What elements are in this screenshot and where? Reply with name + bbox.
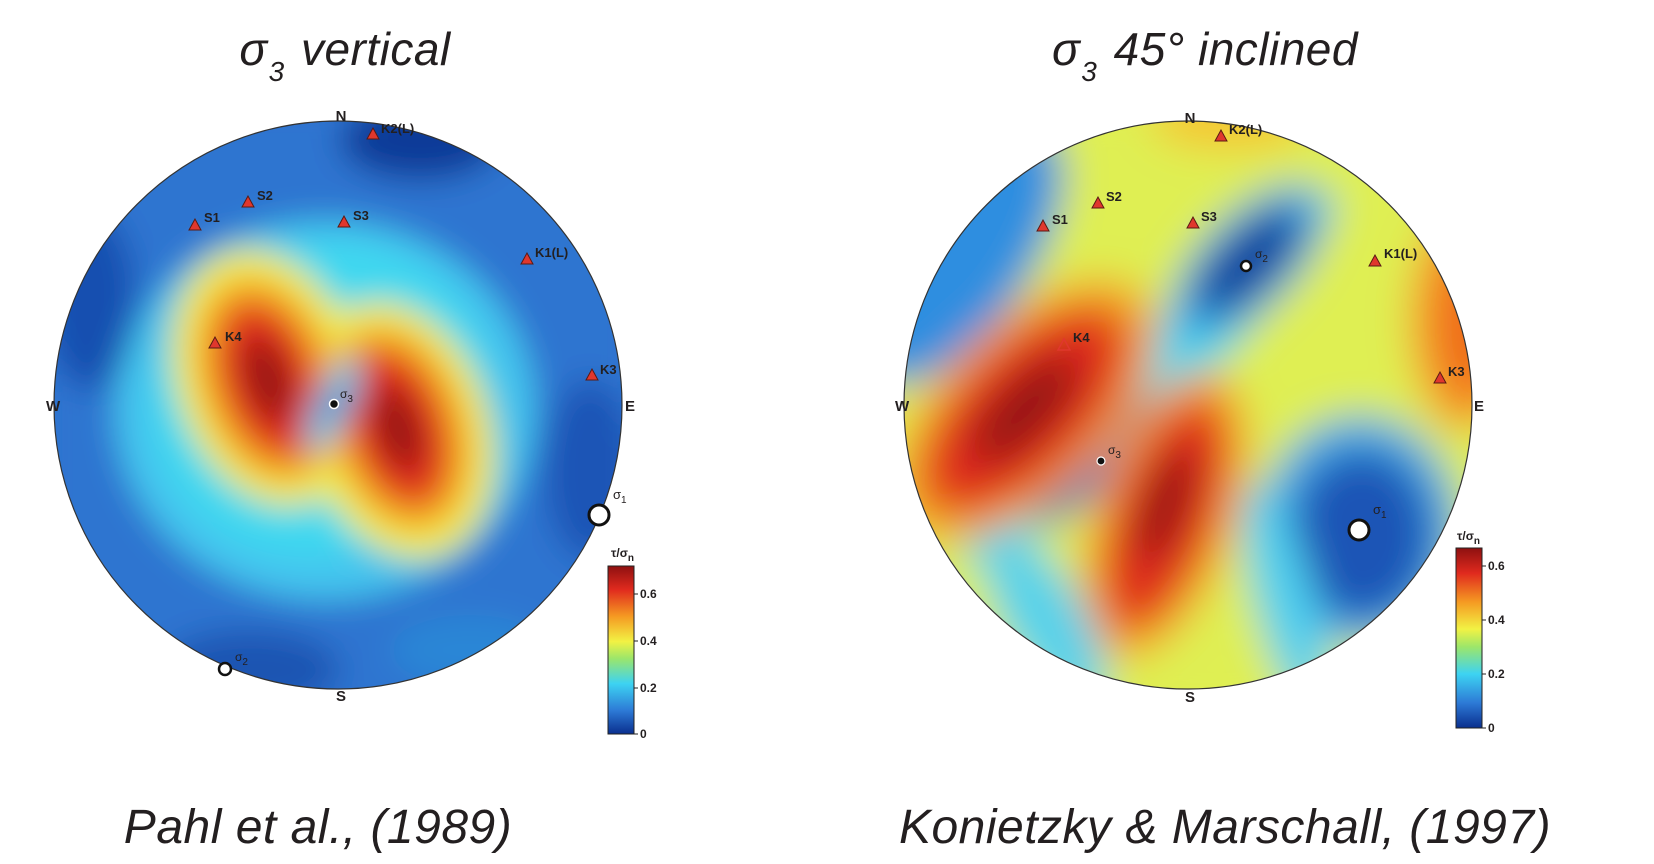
right-station-k4: K4 bbox=[1056, 330, 1090, 351]
left-station-k2: K2(L) bbox=[366, 121, 414, 140]
station-label: S1 bbox=[204, 210, 220, 225]
right-west-label: W bbox=[895, 398, 910, 415]
station-triangle-icon bbox=[1214, 128, 1228, 142]
right-stereonet: N S W E K2(L) S2 S1 S3 K1(L) K4 bbox=[895, 110, 1505, 735]
station-label: K4 bbox=[225, 329, 242, 344]
right-title-subscript: 3 bbox=[1081, 56, 1098, 87]
station-triangle-icon bbox=[1433, 370, 1447, 384]
left-station-k3: K3 bbox=[585, 362, 617, 381]
left-station-s1: S1 bbox=[188, 210, 220, 231]
left-title-text: vertical bbox=[300, 23, 451, 75]
colorbar-title: τ/σn bbox=[611, 546, 634, 564]
colorbar-tick-label: 0 bbox=[1488, 721, 1495, 735]
left-station-s3: S3 bbox=[337, 208, 369, 228]
right-title-symbol: σ bbox=[1052, 23, 1081, 75]
station-triangle-icon bbox=[208, 335, 222, 349]
right-title-text: 45° inclined bbox=[1113, 23, 1358, 75]
right-sigma3-point: σ3 bbox=[1096, 443, 1121, 466]
left-colorbar: τ/σn 0.6 0.4 0.2 0 bbox=[607, 546, 657, 741]
left-north-label: N bbox=[336, 108, 347, 125]
station-label: S1 bbox=[1052, 212, 1068, 227]
sigma-label: σ2 bbox=[1255, 247, 1268, 265]
station-triangle-icon bbox=[1036, 218, 1050, 232]
station-triangle-icon bbox=[366, 126, 380, 140]
station-label: S2 bbox=[1106, 189, 1122, 204]
sigma-label: σ1 bbox=[1373, 502, 1387, 521]
right-station-k3: K3 bbox=[1433, 364, 1465, 384]
station-triangle-icon bbox=[1056, 337, 1072, 351]
station-label: S3 bbox=[1201, 209, 1217, 224]
colorbar-tick-label: 0.6 bbox=[1488, 559, 1505, 573]
right-station-s3: S3 bbox=[1186, 209, 1217, 229]
station-label: S2 bbox=[257, 188, 273, 203]
colorbar-tick-label: 0.4 bbox=[1488, 613, 1505, 627]
left-title-symbol: σ bbox=[239, 23, 268, 75]
left-sigma1-point: σ1 bbox=[587, 487, 627, 527]
left-south-label: S bbox=[336, 688, 346, 705]
colorbar-tick-label: 0.6 bbox=[640, 587, 657, 601]
station-triangle-icon bbox=[1368, 253, 1382, 267]
left-stereonet: N S W E K2(L) S2 S1 S3 K1(L) K4 bbox=[46, 108, 657, 741]
station-triangle-icon bbox=[585, 367, 599, 381]
sigma-marker-icon bbox=[328, 398, 340, 410]
left-net-outline bbox=[53, 120, 623, 690]
sigma-label: σ1 bbox=[613, 487, 627, 506]
left-sigma3-point: σ3 bbox=[328, 387, 353, 410]
sigma-label: σ2 bbox=[235, 650, 248, 668]
right-north-label: N bbox=[1185, 110, 1196, 127]
sigma-marker-icon bbox=[1096, 456, 1106, 466]
left-station-k4: K4 bbox=[208, 329, 242, 349]
station-label: K2(L) bbox=[1229, 122, 1262, 137]
sigma-label: σ3 bbox=[1108, 443, 1121, 461]
right-sigma1-point: σ1 bbox=[1347, 502, 1387, 542]
station-label: K3 bbox=[1448, 364, 1465, 379]
right-panel-title: σ3 45° inclined bbox=[1052, 22, 1358, 87]
colorbar-gradient bbox=[607, 565, 635, 735]
station-triangle-icon bbox=[520, 251, 534, 265]
left-title-subscript: 3 bbox=[268, 56, 285, 87]
station-triangle-icon bbox=[241, 194, 255, 208]
right-caption: Konietzky & Marschall, (1997) bbox=[898, 801, 1552, 854]
colorbar-gradient bbox=[1455, 547, 1483, 729]
right-east-label: E bbox=[1474, 398, 1484, 415]
station-triangle-icon bbox=[1091, 195, 1105, 209]
station-triangle-icon bbox=[1186, 215, 1200, 229]
station-label: K1(L) bbox=[535, 245, 568, 260]
station-label: K3 bbox=[600, 362, 617, 377]
left-station-k1: K1(L) bbox=[520, 245, 568, 265]
station-label: K4 bbox=[1073, 330, 1090, 345]
right-south-label: S bbox=[1185, 689, 1195, 706]
left-east-label: E bbox=[625, 398, 635, 415]
left-caption: Pahl et al., (1989) bbox=[123, 801, 513, 854]
right-station-k1: K1(L) bbox=[1368, 246, 1417, 267]
left-station-s2: S2 bbox=[241, 188, 273, 208]
colorbar-tick-label: 0 bbox=[640, 727, 647, 741]
sigma-label: σ3 bbox=[340, 387, 353, 405]
sigma-marker-icon bbox=[1347, 518, 1371, 542]
right-net-outline bbox=[903, 120, 1473, 690]
colorbar-tick-label: 0.2 bbox=[1488, 667, 1505, 681]
sigma-marker-icon bbox=[217, 661, 233, 677]
station-label: K2(L) bbox=[381, 121, 414, 136]
left-panel-title: σ3 vertical bbox=[239, 22, 451, 87]
station-label: S3 bbox=[353, 208, 369, 223]
right-sigma2-point: σ2 bbox=[1239, 247, 1268, 273]
right-colorbar: τ/σn 0.6 0.4 0.2 0 bbox=[1455, 529, 1505, 735]
colorbar-tick-label: 0.2 bbox=[640, 681, 657, 695]
sigma-marker-icon bbox=[587, 503, 611, 527]
station-triangle-icon bbox=[188, 217, 202, 231]
right-station-k2: K2(L) bbox=[1214, 122, 1262, 142]
right-station-s2: S2 bbox=[1091, 189, 1122, 209]
sigma-marker-icon bbox=[1239, 259, 1253, 273]
left-west-label: W bbox=[46, 398, 61, 415]
right-station-s1: S1 bbox=[1036, 212, 1068, 232]
left-contour-field bbox=[54, 121, 622, 689]
colorbar-tick-label: 0.4 bbox=[640, 634, 657, 648]
colorbar-title: τ/σn bbox=[1457, 529, 1480, 547]
left-sigma2-point: σ2 bbox=[217, 650, 248, 677]
station-label: K1(L) bbox=[1384, 246, 1417, 261]
right-contour-field bbox=[904, 121, 1472, 689]
station-triangle-icon bbox=[337, 214, 351, 228]
